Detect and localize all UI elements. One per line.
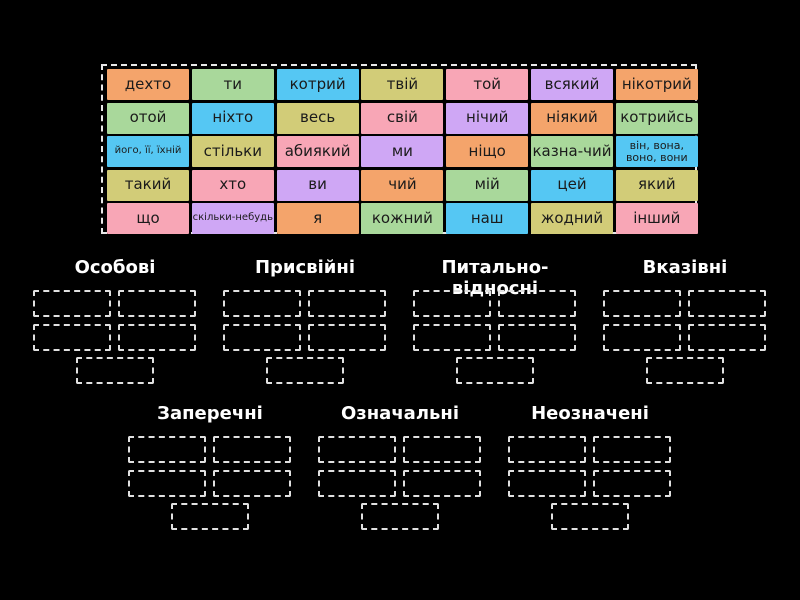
word-tile[interactable]: дехто — [107, 69, 189, 100]
word-tile[interactable]: всякий — [531, 69, 613, 100]
category-title: Означальні — [340, 403, 460, 424]
drop-slot[interactable] — [266, 357, 344, 384]
drop-slot[interactable] — [551, 503, 629, 530]
drop-slot[interactable] — [361, 503, 439, 530]
drop-slot[interactable] — [688, 290, 766, 317]
drop-slot[interactable] — [413, 290, 491, 317]
drop-slot[interactable] — [688, 324, 766, 351]
word-tile[interactable]: жодний — [531, 203, 613, 234]
word-tile[interactable]: який — [615, 169, 698, 201]
drop-slot[interactable] — [318, 470, 396, 497]
word-tile[interactable]: такий — [107, 169, 189, 201]
word-tile[interactable]: казна-чий — [531, 136, 613, 167]
word-tile[interactable]: ми — [361, 136, 444, 167]
word-tile[interactable]: мій — [446, 169, 529, 201]
word-tile[interactable]: котрий — [276, 69, 359, 100]
drop-slot[interactable] — [213, 470, 291, 497]
word-tile[interactable]: ви — [276, 169, 359, 201]
word-tile[interactable]: стільки — [191, 136, 274, 167]
drop-slot[interactable] — [413, 324, 491, 351]
word-tile[interactable]: ніщо — [446, 136, 529, 167]
word-tile[interactable]: весь — [276, 102, 359, 134]
word-tile[interactable]: твій — [361, 69, 444, 100]
drop-slot[interactable] — [456, 357, 534, 384]
word-tile[interactable]: свій — [361, 102, 444, 134]
drop-slot[interactable] — [76, 357, 154, 384]
word-tile[interactable]: цей — [531, 169, 613, 201]
drop-slot[interactable] — [308, 290, 386, 317]
word-tile[interactable]: він, вона, воно, вони — [615, 136, 698, 167]
word-bank: дехто ти котрий твій той всякий нікотрий отой ні… — [101, 64, 698, 234]
category-title: Присвійні — [254, 257, 355, 278]
category-title: Особові — [74, 257, 156, 278]
word-tile[interactable]: чий — [361, 169, 444, 201]
drop-slot[interactable] — [171, 503, 249, 530]
word-tile[interactable]: інший — [615, 203, 698, 234]
drop-slot[interactable] — [118, 290, 196, 317]
category-title: Питально-відносні — [441, 257, 549, 299]
word-tile[interactable]: нікотрий — [615, 69, 698, 100]
drop-slot[interactable] — [318, 436, 396, 463]
word-tile[interactable]: той — [446, 69, 529, 100]
drop-slot[interactable] — [403, 436, 481, 463]
word-tile[interactable]: що — [107, 203, 189, 234]
drop-slot[interactable] — [128, 470, 206, 497]
word-tile[interactable]: кожний — [361, 203, 444, 234]
drop-slot[interactable] — [33, 324, 111, 351]
drop-slot[interactable] — [308, 324, 386, 351]
word-tile[interactable]: котрийсь — [615, 102, 698, 134]
drop-slot[interactable] — [498, 290, 576, 317]
word-tile[interactable]: я — [276, 203, 359, 234]
word-tile[interactable]: скільки-небудь — [191, 203, 274, 234]
drop-slot[interactable] — [603, 324, 681, 351]
word-tile[interactable]: ніякий — [531, 102, 613, 134]
drop-slot[interactable] — [593, 436, 671, 463]
word-tile[interactable]: нічий — [446, 102, 529, 134]
drop-slot[interactable] — [646, 357, 724, 384]
word-tile[interactable]: ніхто — [191, 102, 274, 134]
drop-slot[interactable] — [213, 436, 291, 463]
word-tile[interactable]: абиякий — [276, 136, 359, 167]
word-tile[interactable]: хто — [191, 169, 274, 201]
category-title: Неозначені — [531, 403, 649, 424]
word-tile[interactable]: його, її, їхній — [107, 136, 189, 167]
drop-slot[interactable] — [403, 470, 481, 497]
word-tile[interactable]: ти — [191, 69, 274, 100]
category-title: Заперечні — [157, 403, 263, 424]
drop-slot[interactable] — [128, 436, 206, 463]
drop-slot[interactable] — [33, 290, 111, 317]
drop-slot[interactable] — [508, 470, 586, 497]
drop-slot[interactable] — [508, 436, 586, 463]
drop-slot[interactable] — [118, 324, 196, 351]
drop-slot[interactable] — [603, 290, 681, 317]
category-title: Вказівні — [642, 257, 728, 278]
drop-slot[interactable] — [223, 324, 301, 351]
drop-slot[interactable] — [223, 290, 301, 317]
drop-slot[interactable] — [498, 324, 576, 351]
drop-slot[interactable] — [593, 470, 671, 497]
word-tile[interactable]: отой — [107, 102, 189, 134]
word-tile[interactable]: наш — [446, 203, 529, 234]
